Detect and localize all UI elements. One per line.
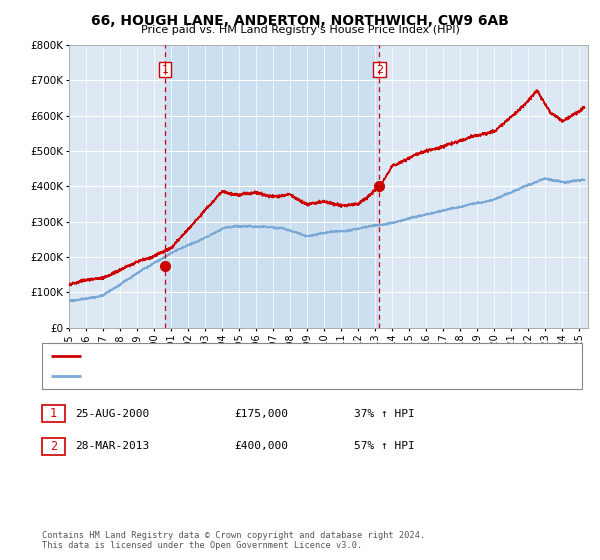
Text: 1: 1 [50,407,57,421]
Text: 1: 1 [161,64,169,74]
Text: Price paid vs. HM Land Registry's House Price Index (HPI): Price paid vs. HM Land Registry's House … [140,25,460,35]
Text: HPI: Average price, detached house, Cheshire West and Chester: HPI: Average price, detached house, Ches… [87,371,445,381]
Text: Contains HM Land Registry data © Crown copyright and database right 2024.
This d: Contains HM Land Registry data © Crown c… [42,530,425,550]
Text: 66, HOUGH LANE, ANDERTON, NORTHWICH, CW9 6AB: 66, HOUGH LANE, ANDERTON, NORTHWICH, CW9… [91,14,509,28]
Bar [165,45,379,328]
Text: 37% ↑ HPI: 37% ↑ HPI [354,409,415,419]
Text: £175,000: £175,000 [234,409,288,419]
Text: 2: 2 [50,440,57,453]
Text: 66, HOUGH LANE, ANDERTON, NORTHWICH, CW9 6AB (detached house): 66, HOUGH LANE, ANDERTON, NORTHWICH, CW9… [87,351,445,361]
Text: 28-MAR-2013: 28-MAR-2013 [75,441,149,451]
Text: £400,000: £400,000 [234,441,288,451]
Text: 25-AUG-2000: 25-AUG-2000 [75,409,149,419]
Text: 2: 2 [376,64,383,74]
Text: 57% ↑ HPI: 57% ↑ HPI [354,441,415,451]
